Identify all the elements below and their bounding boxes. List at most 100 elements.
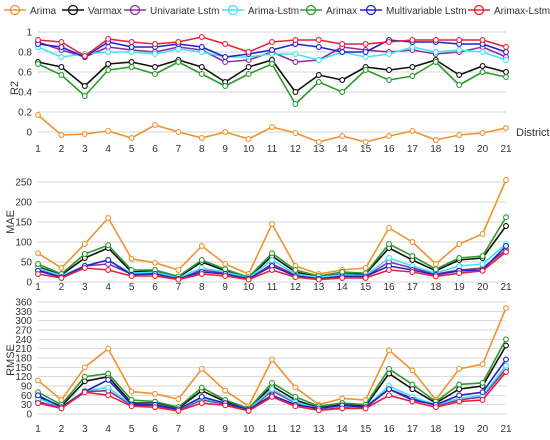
y-tick-label: 0 bbox=[26, 410, 32, 421]
data-point bbox=[479, 130, 486, 136]
data-point bbox=[58, 64, 65, 70]
data-point bbox=[58, 132, 65, 138]
data-point bbox=[456, 255, 463, 261]
legend: Arima Varmax Univariate Lstm Arima-Lstm … bbox=[4, 4, 550, 17]
data-point bbox=[409, 269, 416, 275]
series-arimax-lstm bbox=[35, 369, 509, 414]
data-point bbox=[105, 49, 112, 55]
data-point bbox=[222, 41, 229, 47]
data-point bbox=[222, 129, 229, 135]
data-point bbox=[432, 266, 439, 273]
data-point bbox=[81, 265, 88, 271]
data-point bbox=[198, 393, 205, 400]
x-tick-label: 6 bbox=[152, 144, 158, 155]
x-tick-label: 11 bbox=[267, 424, 278, 435]
data-point bbox=[35, 250, 41, 257]
data-point bbox=[198, 34, 205, 40]
data-point bbox=[479, 389, 486, 396]
legend-swatch-marker bbox=[9, 4, 21, 16]
data-point bbox=[386, 255, 392, 261]
x-tick-label: 5 bbox=[129, 424, 135, 435]
data-point bbox=[222, 83, 229, 89]
y-tick-label: 180 bbox=[15, 354, 32, 365]
data-point bbox=[409, 386, 416, 393]
data-point bbox=[128, 273, 135, 279]
data-point bbox=[128, 39, 135, 45]
x-tick-label: 5 bbox=[129, 282, 135, 293]
data-point bbox=[128, 135, 135, 141]
x-tick-label: 16 bbox=[383, 144, 395, 155]
data-point bbox=[105, 257, 112, 263]
legend-label: Arimax-Lstm bbox=[494, 6, 550, 17]
data-point bbox=[105, 36, 112, 42]
data-point bbox=[456, 37, 463, 43]
data-point bbox=[35, 61, 41, 67]
y-axis-label: MAE bbox=[5, 210, 17, 234]
x-tick-label: 1 bbox=[35, 144, 41, 155]
data-point bbox=[479, 49, 486, 55]
data-point bbox=[58, 265, 65, 271]
data-point bbox=[198, 71, 205, 77]
data-point bbox=[432, 273, 439, 280]
x-tick-label: 12 bbox=[290, 144, 302, 155]
x-tick-label: 18 bbox=[430, 282, 442, 293]
data-point bbox=[105, 44, 112, 50]
data-point bbox=[152, 64, 158, 70]
series-varmax bbox=[35, 57, 509, 95]
series-arimax bbox=[35, 59, 509, 107]
data-point bbox=[35, 112, 41, 118]
y-axis-label: R2 bbox=[9, 81, 21, 95]
x-tick-label: 1 bbox=[35, 424, 41, 435]
series-arimax-lstm bbox=[35, 34, 509, 59]
data-point bbox=[339, 49, 346, 55]
x-tick-label: 12 bbox=[290, 282, 302, 293]
data-point bbox=[81, 241, 88, 247]
data-point bbox=[362, 275, 369, 281]
data-point bbox=[479, 361, 486, 368]
data-point bbox=[81, 131, 88, 137]
series-arimax bbox=[35, 336, 509, 412]
data-point bbox=[339, 77, 346, 83]
data-point bbox=[456, 392, 463, 399]
data-point bbox=[456, 72, 463, 78]
x-tick-label: 11 bbox=[267, 144, 278, 155]
data-point bbox=[339, 133, 346, 139]
data-point bbox=[503, 69, 509, 75]
data-point bbox=[503, 305, 509, 312]
data-point bbox=[315, 79, 322, 85]
data-point bbox=[222, 266, 229, 273]
data-point bbox=[315, 407, 322, 414]
legend-label: Varmax bbox=[88, 6, 122, 17]
legend-swatch-marker bbox=[67, 4, 79, 16]
x-tick-label: 12 bbox=[290, 424, 302, 435]
x-tick-label: 2 bbox=[59, 424, 65, 435]
data-point bbox=[409, 128, 416, 134]
legend-item-varmax: Varmax bbox=[62, 4, 122, 17]
data-point bbox=[339, 275, 346, 281]
data-point bbox=[128, 59, 135, 65]
data-point bbox=[35, 392, 41, 399]
data-point bbox=[386, 77, 392, 83]
data-point bbox=[105, 61, 112, 67]
x-tick-label: 21 bbox=[500, 144, 512, 155]
y-tick-label: 1 bbox=[26, 28, 32, 39]
x-tick-label: 4 bbox=[105, 424, 111, 435]
data-point bbox=[58, 39, 65, 45]
data-point bbox=[152, 259, 158, 266]
x-tick-label: 20 bbox=[477, 424, 489, 435]
data-point bbox=[386, 225, 392, 231]
data-point bbox=[409, 64, 416, 70]
data-point bbox=[386, 133, 392, 139]
legend-item-arimax: Arimax bbox=[300, 4, 357, 17]
x-tick-label: 14 bbox=[337, 144, 349, 155]
x-tick-label: 20 bbox=[477, 144, 489, 155]
data-point bbox=[58, 405, 65, 412]
series-arima bbox=[35, 177, 509, 277]
x-tick-label: 8 bbox=[199, 424, 205, 435]
data-point bbox=[35, 37, 41, 43]
series-multivariable-lstm bbox=[35, 37, 509, 60]
data-point bbox=[222, 59, 229, 65]
data-point bbox=[175, 276, 182, 283]
x-tick-label: 17 bbox=[407, 282, 419, 293]
